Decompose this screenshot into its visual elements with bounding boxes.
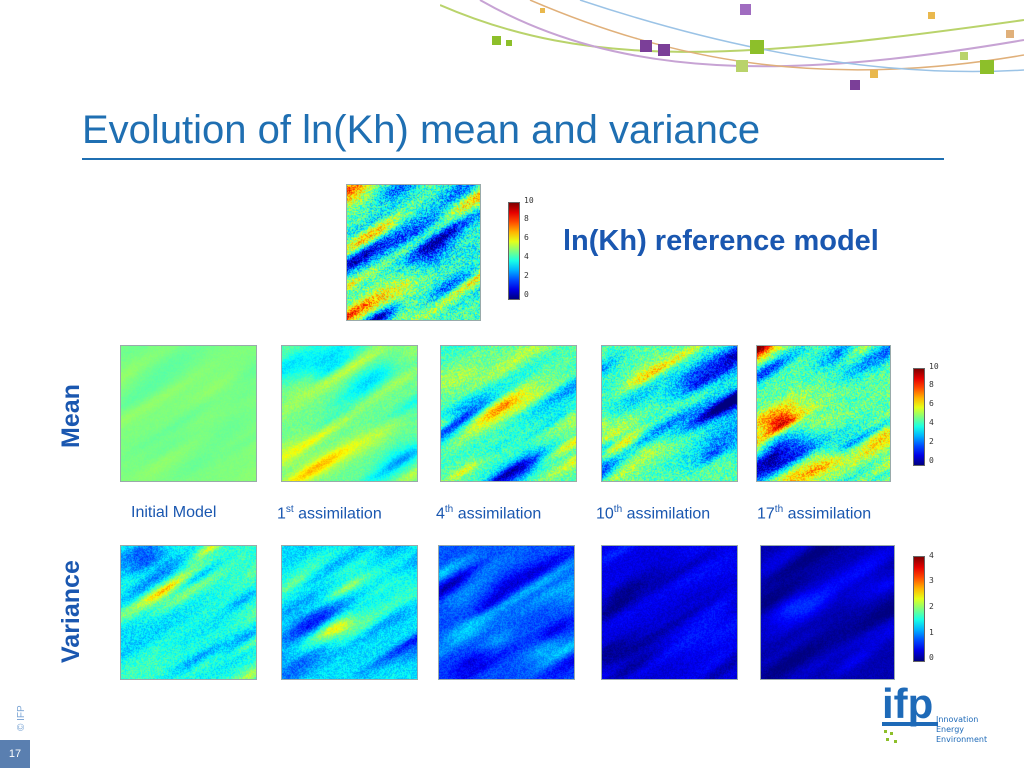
tick-label: 8 bbox=[524, 214, 529, 223]
tick-label: 4 bbox=[929, 551, 934, 560]
row-label-mean: Mean bbox=[57, 384, 85, 448]
caption-assimilation-17: 17th assimilation bbox=[757, 504, 872, 523]
logo-line-1: Innovation bbox=[936, 715, 978, 724]
slide-title: Evolution of ln(Kh) mean and variance bbox=[82, 108, 761, 152]
tick-label: 0 bbox=[929, 653, 934, 662]
tick-label: 2 bbox=[929, 602, 934, 611]
mean-field-map bbox=[601, 345, 738, 482]
variance-field-map bbox=[438, 545, 575, 680]
caption-initial-model: Initial Model bbox=[131, 504, 217, 521]
mean-field-map bbox=[120, 345, 257, 482]
tick-label: 4 bbox=[929, 418, 934, 427]
tick-label: 1 bbox=[929, 628, 934, 637]
logo-line-2: Energy bbox=[936, 725, 964, 734]
variance-field-map bbox=[281, 545, 418, 680]
mean-field-map bbox=[281, 345, 418, 482]
tick-label: 3 bbox=[929, 576, 934, 585]
reference-field-map bbox=[346, 184, 481, 321]
title-underline bbox=[82, 158, 944, 160]
caption-assimilation-4: 4th assimilation bbox=[436, 504, 542, 523]
tick-label: 10 bbox=[524, 196, 534, 205]
caption-assimilation-1: 1st assimilation bbox=[277, 504, 382, 523]
row-label-variance: Variance bbox=[57, 560, 85, 663]
logo-line-3: Environment bbox=[936, 735, 987, 744]
ifp-logo: ifp Innovation Energy Environment bbox=[878, 680, 1008, 750]
variance-colorbar bbox=[913, 556, 925, 662]
tick-label: 8 bbox=[929, 380, 934, 389]
variance-field-map bbox=[601, 545, 738, 680]
tick-label: 6 bbox=[929, 399, 934, 408]
slide-number: 17 bbox=[0, 740, 30, 768]
tick-label: 2 bbox=[929, 437, 934, 446]
logo-wordmark: ifp bbox=[882, 680, 933, 727]
variance-field-map bbox=[760, 545, 895, 680]
tick-label: 0 bbox=[929, 456, 934, 465]
reference-model-label: ln(Kh) reference model bbox=[563, 225, 879, 257]
variance-field-map bbox=[120, 545, 257, 680]
tick-label: 10 bbox=[929, 362, 939, 371]
tick-label: 2 bbox=[524, 271, 529, 280]
mean-colorbar bbox=[913, 368, 925, 466]
tick-label: 0 bbox=[524, 290, 529, 299]
mean-field-map bbox=[756, 345, 891, 482]
caption-assimilation-10: 10th assimilation bbox=[596, 504, 711, 523]
tick-label: 4 bbox=[524, 252, 529, 261]
mean-field-map bbox=[440, 345, 577, 482]
copyright-notice: © IFP bbox=[16, 705, 27, 731]
ifp-logo-mark: ifp Innovation Energy Environment bbox=[882, 680, 987, 744]
reference-colorbar bbox=[508, 202, 520, 300]
tick-label: 6 bbox=[524, 233, 529, 242]
header-decoration bbox=[440, 0, 1024, 90]
